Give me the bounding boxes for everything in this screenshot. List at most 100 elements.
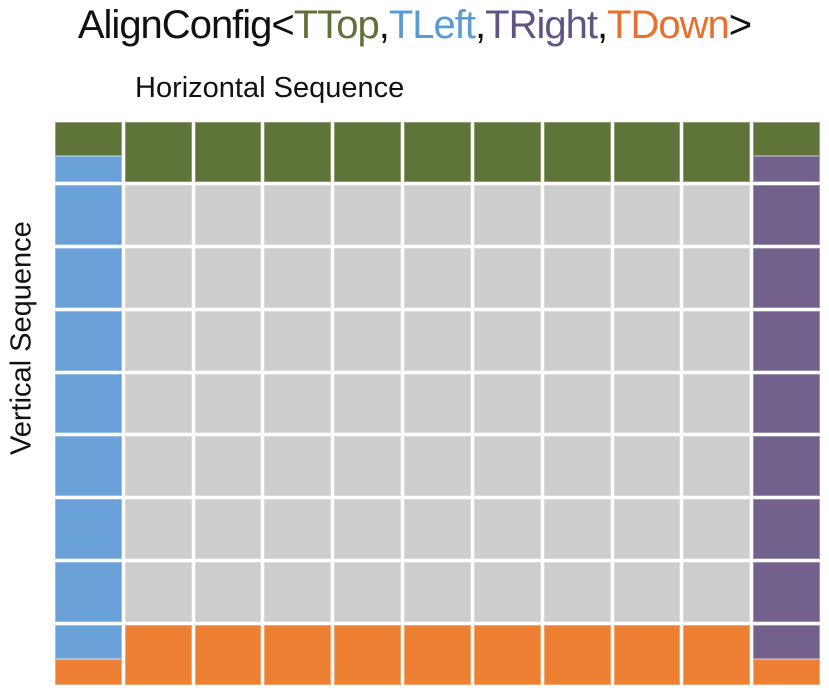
matrix-cell-interior xyxy=(404,436,471,497)
matrix-cell-interior xyxy=(473,436,541,497)
matrix-cell-interior xyxy=(543,184,611,245)
matrix-cell-top xyxy=(473,122,541,182)
corner-sub-top xyxy=(753,122,820,157)
matrix-cell-down xyxy=(473,625,541,685)
matrix-cell-right xyxy=(753,184,820,245)
matrix-cell-interior xyxy=(473,310,541,371)
matrix-cell-interior xyxy=(194,247,262,308)
title-segment: TLeft xyxy=(388,3,476,47)
title-segment: > xyxy=(728,3,752,47)
corner-sub-right xyxy=(753,625,820,660)
matrix-cell-interior xyxy=(194,184,262,245)
matrix-cell-interior xyxy=(334,310,402,371)
matrix-cell-interior xyxy=(124,247,192,308)
matrix-cell-left xyxy=(55,562,122,623)
matrix-cell-interior xyxy=(334,499,402,560)
matrix-cell-interior xyxy=(543,436,611,497)
matrix-cell-top xyxy=(543,122,611,182)
corner-sub-down xyxy=(753,659,820,685)
matrix-cell-interior xyxy=(543,562,611,623)
title-segment: , xyxy=(596,3,608,47)
matrix-cell-interior xyxy=(613,373,681,434)
matrix-cell-right xyxy=(753,499,820,560)
matrix-cell-left xyxy=(55,184,122,245)
matrix-cell-interior xyxy=(683,184,751,245)
matrix-cell-interior xyxy=(194,373,262,434)
matrix-cell-interior xyxy=(543,373,611,434)
matrix-cell-interior xyxy=(404,562,471,623)
matrix-cell-down xyxy=(404,625,471,685)
matrix-cell-interior xyxy=(613,310,681,371)
matrix-cell-interior xyxy=(683,562,751,623)
matrix-cell-down xyxy=(264,625,332,685)
corner-sub-top xyxy=(55,122,122,157)
matrix-cell-interior xyxy=(613,436,681,497)
matrix-cell-interior xyxy=(334,184,402,245)
matrix-cell-left xyxy=(55,436,122,497)
matrix-cell-interior xyxy=(613,184,681,245)
matrix-cell-interior xyxy=(404,373,471,434)
matrix-cell-left xyxy=(55,499,122,560)
matrix-cell-interior xyxy=(124,373,192,434)
matrix-cell-interior xyxy=(543,499,611,560)
matrix-cell-top xyxy=(404,122,471,182)
corner-sub-left xyxy=(55,156,122,182)
matrix-cell-down xyxy=(613,625,681,685)
matrix-cell-interior xyxy=(264,247,332,308)
matrix-cell-interior xyxy=(264,499,332,560)
matrix-cell-interior xyxy=(124,310,192,371)
matrix-cell-interior xyxy=(334,373,402,434)
matrix-cell-interior xyxy=(683,499,751,560)
matrix-cell-interior xyxy=(194,436,262,497)
matrix-cell-down xyxy=(683,625,751,685)
matrix-cell-top xyxy=(194,122,262,182)
matrix-cell-corner-top-right xyxy=(753,122,820,182)
page-title: AlignConfig<TTop,TLeft,TRight,TDown> xyxy=(0,2,829,48)
matrix-cell-interior xyxy=(194,310,262,371)
matrix-cell-left xyxy=(55,310,122,371)
matrix-cell-interior xyxy=(404,310,471,371)
matrix-cell-top xyxy=(683,122,751,182)
matrix-cell-interior xyxy=(473,373,541,434)
matrix-cell-down xyxy=(543,625,611,685)
matrix-cell-down xyxy=(194,625,262,685)
matrix-cell-interior xyxy=(683,373,751,434)
matrix-cell-interior xyxy=(194,562,262,623)
matrix-cell-interior xyxy=(194,499,262,560)
matrix-cell-right xyxy=(753,562,820,623)
matrix-cell-interior xyxy=(334,562,402,623)
matrix-cell-interior xyxy=(473,247,541,308)
title-segment: , xyxy=(475,3,486,47)
matrix-cell-left xyxy=(55,247,122,308)
matrix-cell-interior xyxy=(264,562,332,623)
matrix-cell-top xyxy=(124,122,192,182)
title-segment: , xyxy=(378,3,390,47)
matrix-cell-interior xyxy=(613,562,681,623)
corner-sub-down xyxy=(55,659,122,685)
matrix-cell-interior xyxy=(264,184,332,245)
matrix-cell-interior xyxy=(683,436,751,497)
vertical-axis-label: Vertical Sequence xyxy=(5,221,38,455)
matrix-cell-right xyxy=(753,247,820,308)
matrix-cell-interior xyxy=(124,562,192,623)
matrix-cell-interior xyxy=(334,436,402,497)
matrix-cell-interior xyxy=(124,499,192,560)
matrix-cell-top xyxy=(264,122,332,182)
matrix-cell-top xyxy=(613,122,681,182)
matrix-cell-interior xyxy=(613,499,681,560)
matrix-cell-interior xyxy=(613,247,681,308)
horizontal-axis-label: Horizontal Sequence xyxy=(135,72,405,104)
title-segment: TRight xyxy=(485,3,598,47)
matrix-cell-interior xyxy=(543,247,611,308)
matrix-cell-interior xyxy=(473,184,541,245)
matrix-cell-corner-left-down xyxy=(55,625,122,685)
matrix-cell-interior xyxy=(683,247,751,308)
title-segment: TDown xyxy=(607,3,730,47)
matrix-cell-interior xyxy=(264,373,332,434)
matrix-cell-interior xyxy=(404,499,471,560)
matrix-cell-down xyxy=(334,625,402,685)
corner-sub-left xyxy=(55,625,122,660)
matrix-cell-top xyxy=(334,122,402,182)
matrix-cell-interior xyxy=(334,247,402,308)
